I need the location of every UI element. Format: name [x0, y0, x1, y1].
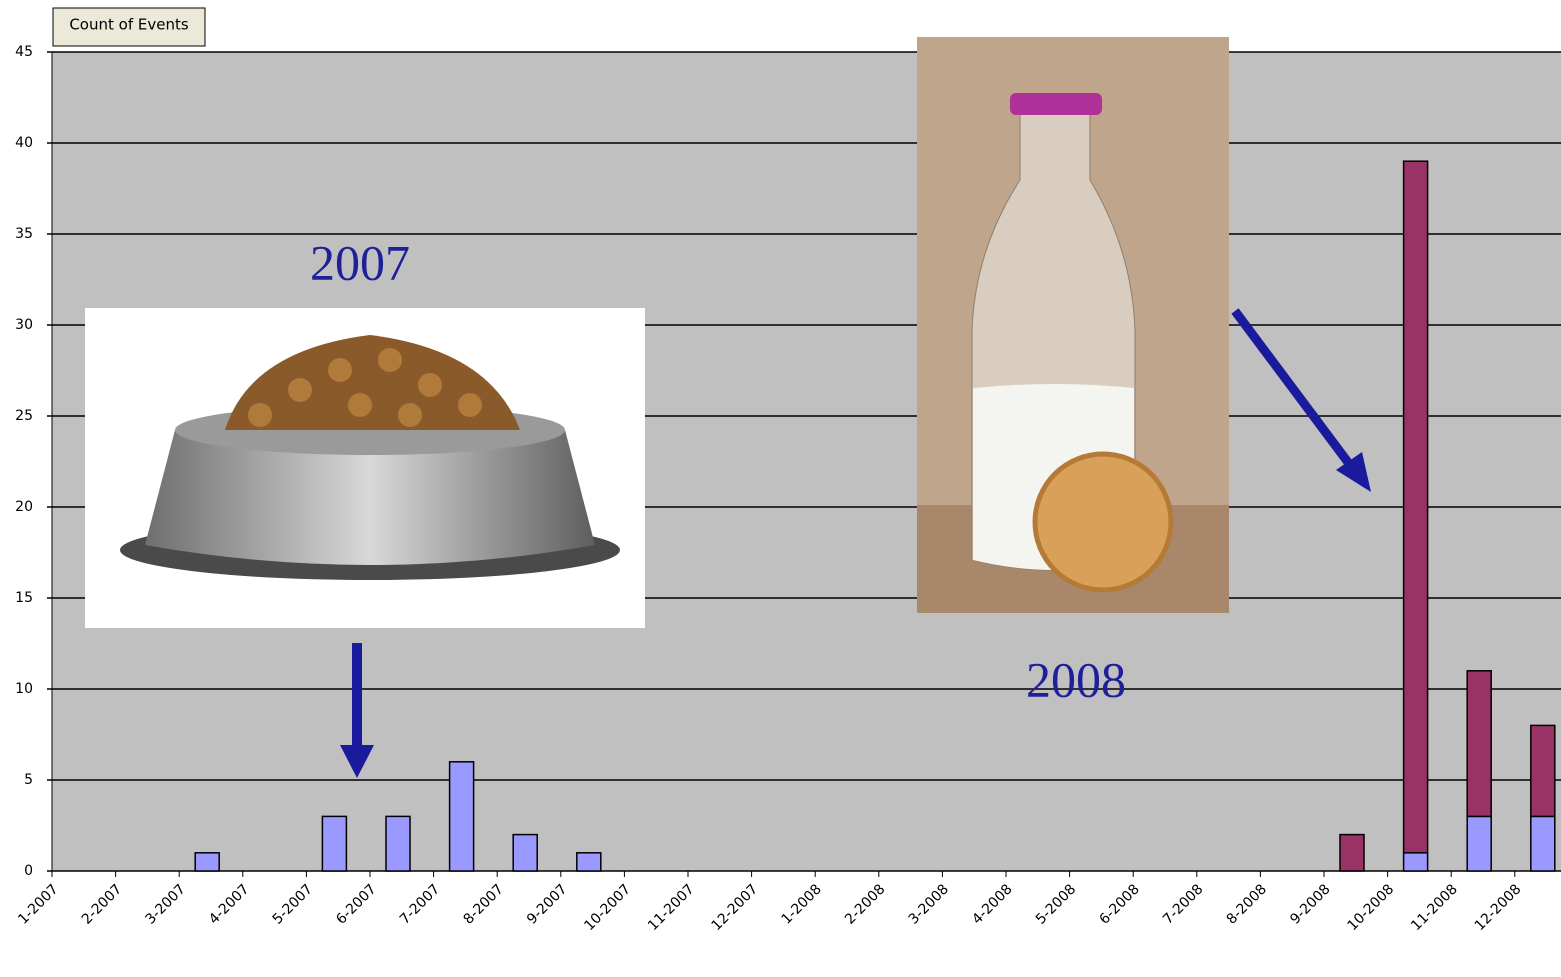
field-button-label: Count of Events: [69, 16, 189, 34]
y-tick-label: 0: [24, 863, 33, 879]
bar-segment: [1530, 724, 1556, 818]
bar-segment: [1402, 160, 1429, 854]
bar-segment: [1530, 815, 1556, 872]
field-button[interactable]: [52, 7, 206, 47]
bar-segment: [576, 852, 602, 872]
x-tick-label: 4-2007: [206, 881, 252, 927]
y-tick-label: 10: [15, 681, 33, 697]
x-tick-label: 8-2008: [1224, 881, 1270, 927]
x-tick-label: 11-2007: [645, 881, 698, 934]
bar-segment: [194, 852, 220, 872]
annotation: 2007: [310, 234, 410, 290]
x-tick-label: 8-2007: [460, 881, 506, 927]
x-tick-label: 10-2007: [581, 881, 634, 934]
bars: [194, 160, 1556, 872]
x-tick-label: 12-2008: [1472, 881, 1525, 934]
x-tick-label: 7-2008: [1160, 881, 1206, 927]
y-tick-label: 40: [15, 135, 33, 151]
annotation: 2008: [1026, 651, 1126, 707]
arrows: [340, 308, 1371, 778]
bar-segment: [1466, 815, 1492, 872]
dog-bowl-image: [85, 308, 645, 628]
x-tick-label: 4-2008: [969, 881, 1015, 927]
bar-segment: [1466, 670, 1492, 818]
x-tick-label: 6-2008: [1096, 881, 1142, 927]
y-tick-label: 35: [15, 226, 33, 242]
x-tick-label: 9-2008: [1287, 881, 1333, 927]
x-tick-label: 7-2007: [397, 881, 443, 927]
x-tick-label: 1-2007: [15, 881, 61, 927]
x-tick-label: 11-2008: [1408, 881, 1461, 934]
y-tick-label: 45: [15, 44, 33, 60]
y-tick-label: 25: [15, 408, 33, 424]
x-tick-label: 5-2007: [270, 881, 316, 927]
bar-segment: [512, 833, 538, 872]
x-tick-label: 12-2007: [709, 881, 762, 934]
bar-segment: [385, 815, 411, 872]
x-tick-label: 6-2007: [333, 881, 379, 927]
x-tick-label: 3-2008: [906, 881, 952, 927]
y-tick-label: 30: [15, 317, 33, 333]
bar-segment: [448, 761, 475, 872]
x-tick-label: 2-2007: [79, 881, 125, 927]
x-tick-label: 3-2007: [142, 881, 188, 927]
y-tick-label: 5: [24, 772, 33, 788]
bar-segment: [1402, 852, 1429, 872]
x-tick-label: 5-2008: [1033, 881, 1079, 927]
bar-segment: [1339, 833, 1365, 872]
x-tick-label: 10-2008: [1345, 881, 1398, 934]
y-tick-label: 20: [15, 499, 33, 515]
bar-segment: [321, 815, 348, 872]
x-tick-label: 1-2008: [778, 881, 824, 927]
x-tick-label: 2-2008: [842, 881, 888, 927]
y-tick-label: 15: [15, 590, 33, 606]
milk-bottle-image: [917, 37, 1229, 613]
x-tick-label: 9-2007: [524, 881, 570, 927]
